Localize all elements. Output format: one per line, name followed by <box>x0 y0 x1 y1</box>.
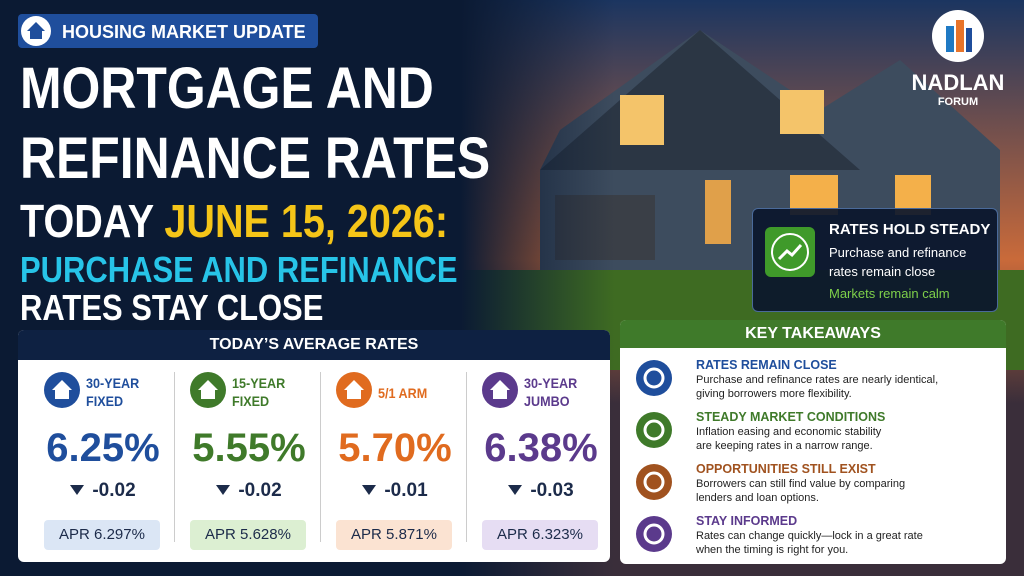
title-line: MORTGAGE AND <box>20 56 434 121</box>
home-icon <box>21 16 51 46</box>
rate-icon <box>482 372 518 408</box>
rate-change: -0.03 <box>468 480 614 502</box>
callout-text: rates remain close <box>829 264 936 279</box>
title-date: JUNE 15, 2026: <box>164 195 449 247</box>
callout-title: RATES HOLD STEADY <box>829 221 991 238</box>
takeaways-title: KEY TAKEAWAYS <box>620 320 1006 348</box>
takeaway-text: giving borrowers more flexibility. <box>696 388 852 400</box>
divider <box>320 372 321 542</box>
rate-label: FIXED <box>86 393 124 409</box>
rate-label: 5/1 ARM <box>378 385 428 401</box>
takeaway-icon <box>636 360 672 396</box>
takeaway-text: Purchase and refinance rates are nearly … <box>696 374 939 386</box>
takeaway-text: Rates can change quickly—lock in a great… <box>696 530 923 542</box>
takeaway: RATES REMAIN CLOSE Purchase and refinance… <box>620 354 1006 408</box>
rate-change-text: -0.02 <box>92 480 136 501</box>
apr-pill: APR 6.297% <box>44 520 160 550</box>
takeaway-heading: STEADY MARKET CONDITIONS <box>696 410 886 424</box>
rate-label: 15-YEAR <box>232 375 286 391</box>
callout: RATES HOLD STEADY Purchase and refinance… <box>752 208 998 312</box>
rate-value: 5.55% <box>192 426 306 470</box>
takeaway-text: lenders and loan options. <box>696 492 819 504</box>
rate-card: 15-YEAR FIXED 5.55% -0.02 APR 5.628% <box>174 362 322 558</box>
title-line: REFINANCE RATES <box>20 126 491 191</box>
rate-card: 5/1 ARM 5.70% -0.01 APR 5.871% <box>320 362 468 558</box>
apr-pill: APR 6.323% <box>482 520 598 550</box>
takeaway: STAY INFORMED Rates can change quickly—lo… <box>620 510 1006 564</box>
rate-change: -0.01 <box>322 480 468 502</box>
subtitle-line: RATES STAY CLOSE <box>20 287 324 328</box>
rate-change: -0.02 <box>30 480 176 502</box>
takeaway: OPPORTUNITIES STILL EXIST Borrowers can s… <box>620 458 1006 512</box>
rate-label: 30-YEAR <box>86 375 140 391</box>
apr-pill: APR 5.628% <box>190 520 306 550</box>
logo-sub: FORUM <box>937 96 979 108</box>
trend-icon <box>765 227 815 277</box>
takeaway-heading: OPPORTUNITIES STILL EXIST <box>696 462 876 476</box>
takeaway-heading: STAY INFORMED <box>696 514 798 528</box>
title-line: TODAY JUNE 15, 2026: <box>20 198 448 244</box>
takeaway-text: are keeping rates in a narrow range. <box>696 440 873 452</box>
divider <box>174 372 175 542</box>
rate-icon <box>336 372 372 408</box>
rate-label: 30-YEAR <box>524 375 578 391</box>
rate-value: 6.38% <box>484 426 598 470</box>
rate-change-text: -0.03 <box>530 480 574 501</box>
takeaway-text: Borrowers can still find value by compar… <box>696 478 906 490</box>
logo: NADLAN FORUM <box>900 8 1016 118</box>
badge-text: HOUSING MARKET UPDATE <box>62 22 306 42</box>
rate-label: JUMBO <box>524 393 570 409</box>
rate-icon <box>44 372 80 408</box>
takeaway-heading: RATES REMAIN CLOSE <box>696 358 837 372</box>
rates-title: TODAY’S AVERAGE RATES <box>18 330 610 360</box>
rate-card: 30-YEAR FIXED 6.25% -0.02 APR 6.297% <box>30 362 176 558</box>
logo-name: NADLAN <box>911 70 1005 95</box>
rate-change-text: -0.01 <box>384 480 428 501</box>
subtitle-line: PURCHASE AND REFINANCE <box>20 249 458 290</box>
rate-value: 5.70% <box>338 426 452 470</box>
rate-change: -0.02 <box>176 480 322 502</box>
divider <box>466 372 467 542</box>
takeaway-text: when the timing is right for you. <box>696 544 849 556</box>
takeaway-icon <box>636 464 672 500</box>
takeaways-panel: KEY TAKEAWAYS RATES REMAIN CLOSE Purchase… <box>620 320 1006 564</box>
rate-icon <box>190 372 226 408</box>
rate-change-text: -0.02 <box>238 480 282 501</box>
callout-note: Markets remain calm <box>829 286 950 301</box>
takeaway-icon <box>636 516 672 552</box>
rate-value: 6.25% <box>46 426 160 470</box>
takeaway-text: Inflation easing and economic stability <box>696 426 882 438</box>
takeaway-icon <box>636 412 672 448</box>
takeaway: STEADY MARKET CONDITIONS Inflation easing… <box>620 406 1006 460</box>
logo-mark <box>932 10 984 62</box>
title-today: TODAY <box>20 195 154 247</box>
badge: HOUSING MARKET UPDATE <box>18 14 318 48</box>
apr-pill: APR 5.871% <box>336 520 452 550</box>
rate-label: FIXED <box>232 393 270 409</box>
callout-text: Purchase and refinance <box>829 245 967 260</box>
rate-card: 30-YEAR JUMBO 6.38% -0.03 APR 6.323% <box>466 362 614 558</box>
